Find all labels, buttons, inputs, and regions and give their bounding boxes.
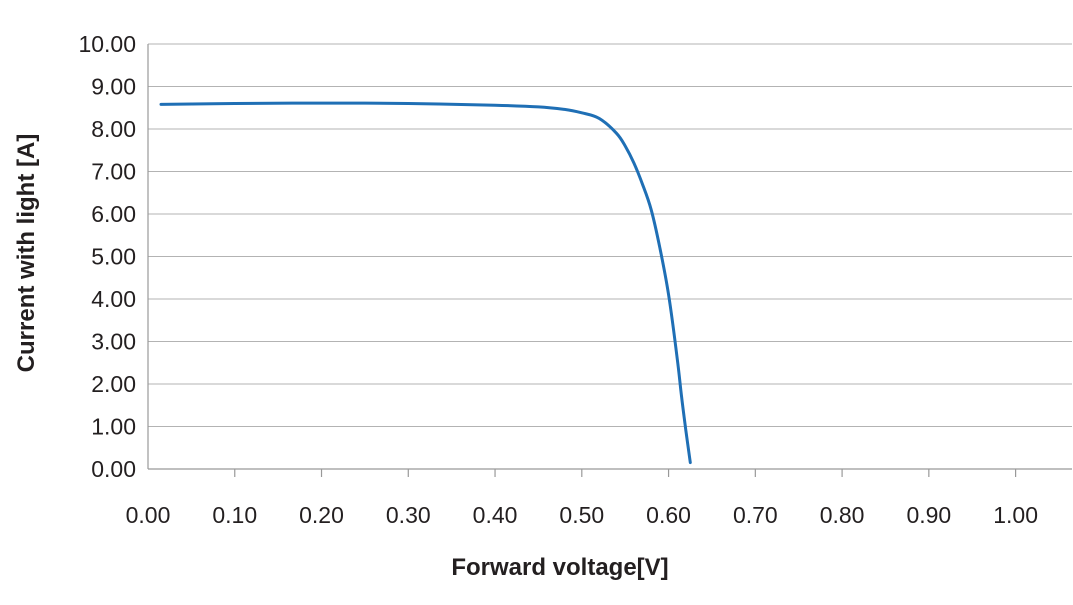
series-line xyxy=(159,101,692,465)
y-tick-label: 8.00 xyxy=(91,116,136,142)
y-tick-label: 1.00 xyxy=(91,414,136,440)
y-tick-label: 2.00 xyxy=(91,371,136,397)
y-tick-label: 6.00 xyxy=(91,201,136,227)
x-tick-label: 0.00 xyxy=(126,502,171,528)
y-tick-label: 7.00 xyxy=(91,159,136,185)
x-tick-labels: 0.00 0.10 0.20 0.30 0.40 0.50 0.60 0.70 0.80 0.90… xyxy=(126,502,1038,528)
x-tick-label: 0.50 xyxy=(559,502,604,528)
x-tick-label: 0.20 xyxy=(299,502,344,528)
x-tick-label: 0.80 xyxy=(820,502,865,528)
y-tick-label: 3.00 xyxy=(91,329,136,355)
y-tick-label: 10.00 xyxy=(78,31,136,57)
y-axis-title: Current with light [A] xyxy=(13,134,40,373)
grid-lines xyxy=(148,43,1072,427)
x-tick-label: 0.30 xyxy=(386,502,431,528)
y-tick-label: 0.00 xyxy=(91,456,136,482)
y-tick-labels: 0.00 1.00 2.00 3.00 4.00 5.00 6.00 7.00 8.00 9.00… xyxy=(78,31,136,482)
x-tick-label: 0.70 xyxy=(733,502,778,528)
x-tick-label: 0.60 xyxy=(646,502,691,528)
y-tick-label: 9.00 xyxy=(91,74,136,100)
x-tick-label: 0.40 xyxy=(473,502,518,528)
axes xyxy=(147,44,1072,477)
y-tick-label: 5.00 xyxy=(91,244,136,270)
series-layer xyxy=(159,101,692,465)
y-tick-label: 4.00 xyxy=(91,286,136,312)
x-tick-label: 0.90 xyxy=(906,502,951,528)
x-axis-title: Forward voltage[V] xyxy=(451,554,668,581)
x-tick-label: 0.10 xyxy=(212,502,257,528)
x-tick-label: 1.00 xyxy=(993,502,1038,528)
